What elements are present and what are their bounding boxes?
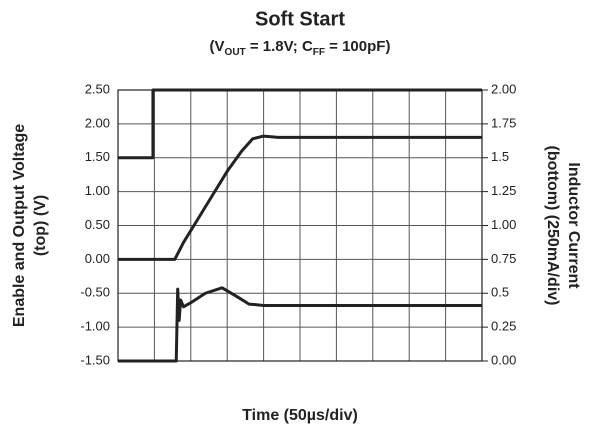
y-tick-label: 1.50 bbox=[85, 149, 110, 164]
y-axis-label: Enable and Output Voltage (top) (V) bbox=[11, 124, 49, 327]
y-tick-label: 0.00 bbox=[85, 251, 110, 266]
x-axis-label: Time (50µs/div) bbox=[242, 407, 358, 424]
y2-tick-label: 0.75 bbox=[491, 251, 516, 266]
y2-axis-label-line: (bottom) (250mA/div) bbox=[544, 146, 561, 306]
series-line bbox=[118, 286, 482, 363]
series-line bbox=[118, 88, 482, 160]
y-tick-label: -0.50 bbox=[80, 285, 110, 300]
y2-axis-label: Inductor Current(bottom) (250mA/div) bbox=[544, 146, 582, 306]
subtitle-part: FF bbox=[313, 47, 325, 58]
y-tick-label: -1.00 bbox=[80, 319, 110, 334]
y2-tick-label: 0.00 bbox=[491, 352, 516, 367]
subtitle-part: (V bbox=[210, 38, 225, 55]
y2-tick-label: 1.00 bbox=[491, 217, 516, 232]
y2-axis-label-line: Inductor Current bbox=[565, 162, 582, 289]
y2-tick-label: 0.25 bbox=[491, 319, 516, 334]
subtitle-part: = 100pF) bbox=[325, 38, 390, 55]
y2-tick-label: 0.5 bbox=[491, 285, 509, 300]
y-axis-label-line: (top) (V) bbox=[32, 195, 49, 256]
series-line bbox=[118, 134, 482, 261]
y2-tick-label: 1.75 bbox=[491, 115, 516, 130]
subtitle-part: = 1.8V; C bbox=[246, 38, 313, 55]
chart-subtitle: (VOUT = 1.8V; CFF = 100pF) bbox=[210, 38, 391, 58]
chart-title: Soft Start bbox=[255, 8, 345, 30]
y2-tick-label: 1.5 bbox=[491, 149, 509, 164]
y-tick-label: -1.50 bbox=[80, 352, 110, 367]
y-tick-label: 1.00 bbox=[85, 183, 110, 198]
y2-tick-label: 1.25 bbox=[491, 183, 516, 198]
y-tick-label: 2.50 bbox=[85, 81, 110, 96]
subtitle-part: OUT bbox=[225, 47, 246, 58]
y-tick-label: 2.00 bbox=[85, 115, 110, 130]
y-tick-label: 0.50 bbox=[85, 217, 110, 232]
y-axis-label-line: Enable and Output Voltage bbox=[11, 124, 28, 327]
y2-tick-label: 2.00 bbox=[491, 81, 516, 96]
